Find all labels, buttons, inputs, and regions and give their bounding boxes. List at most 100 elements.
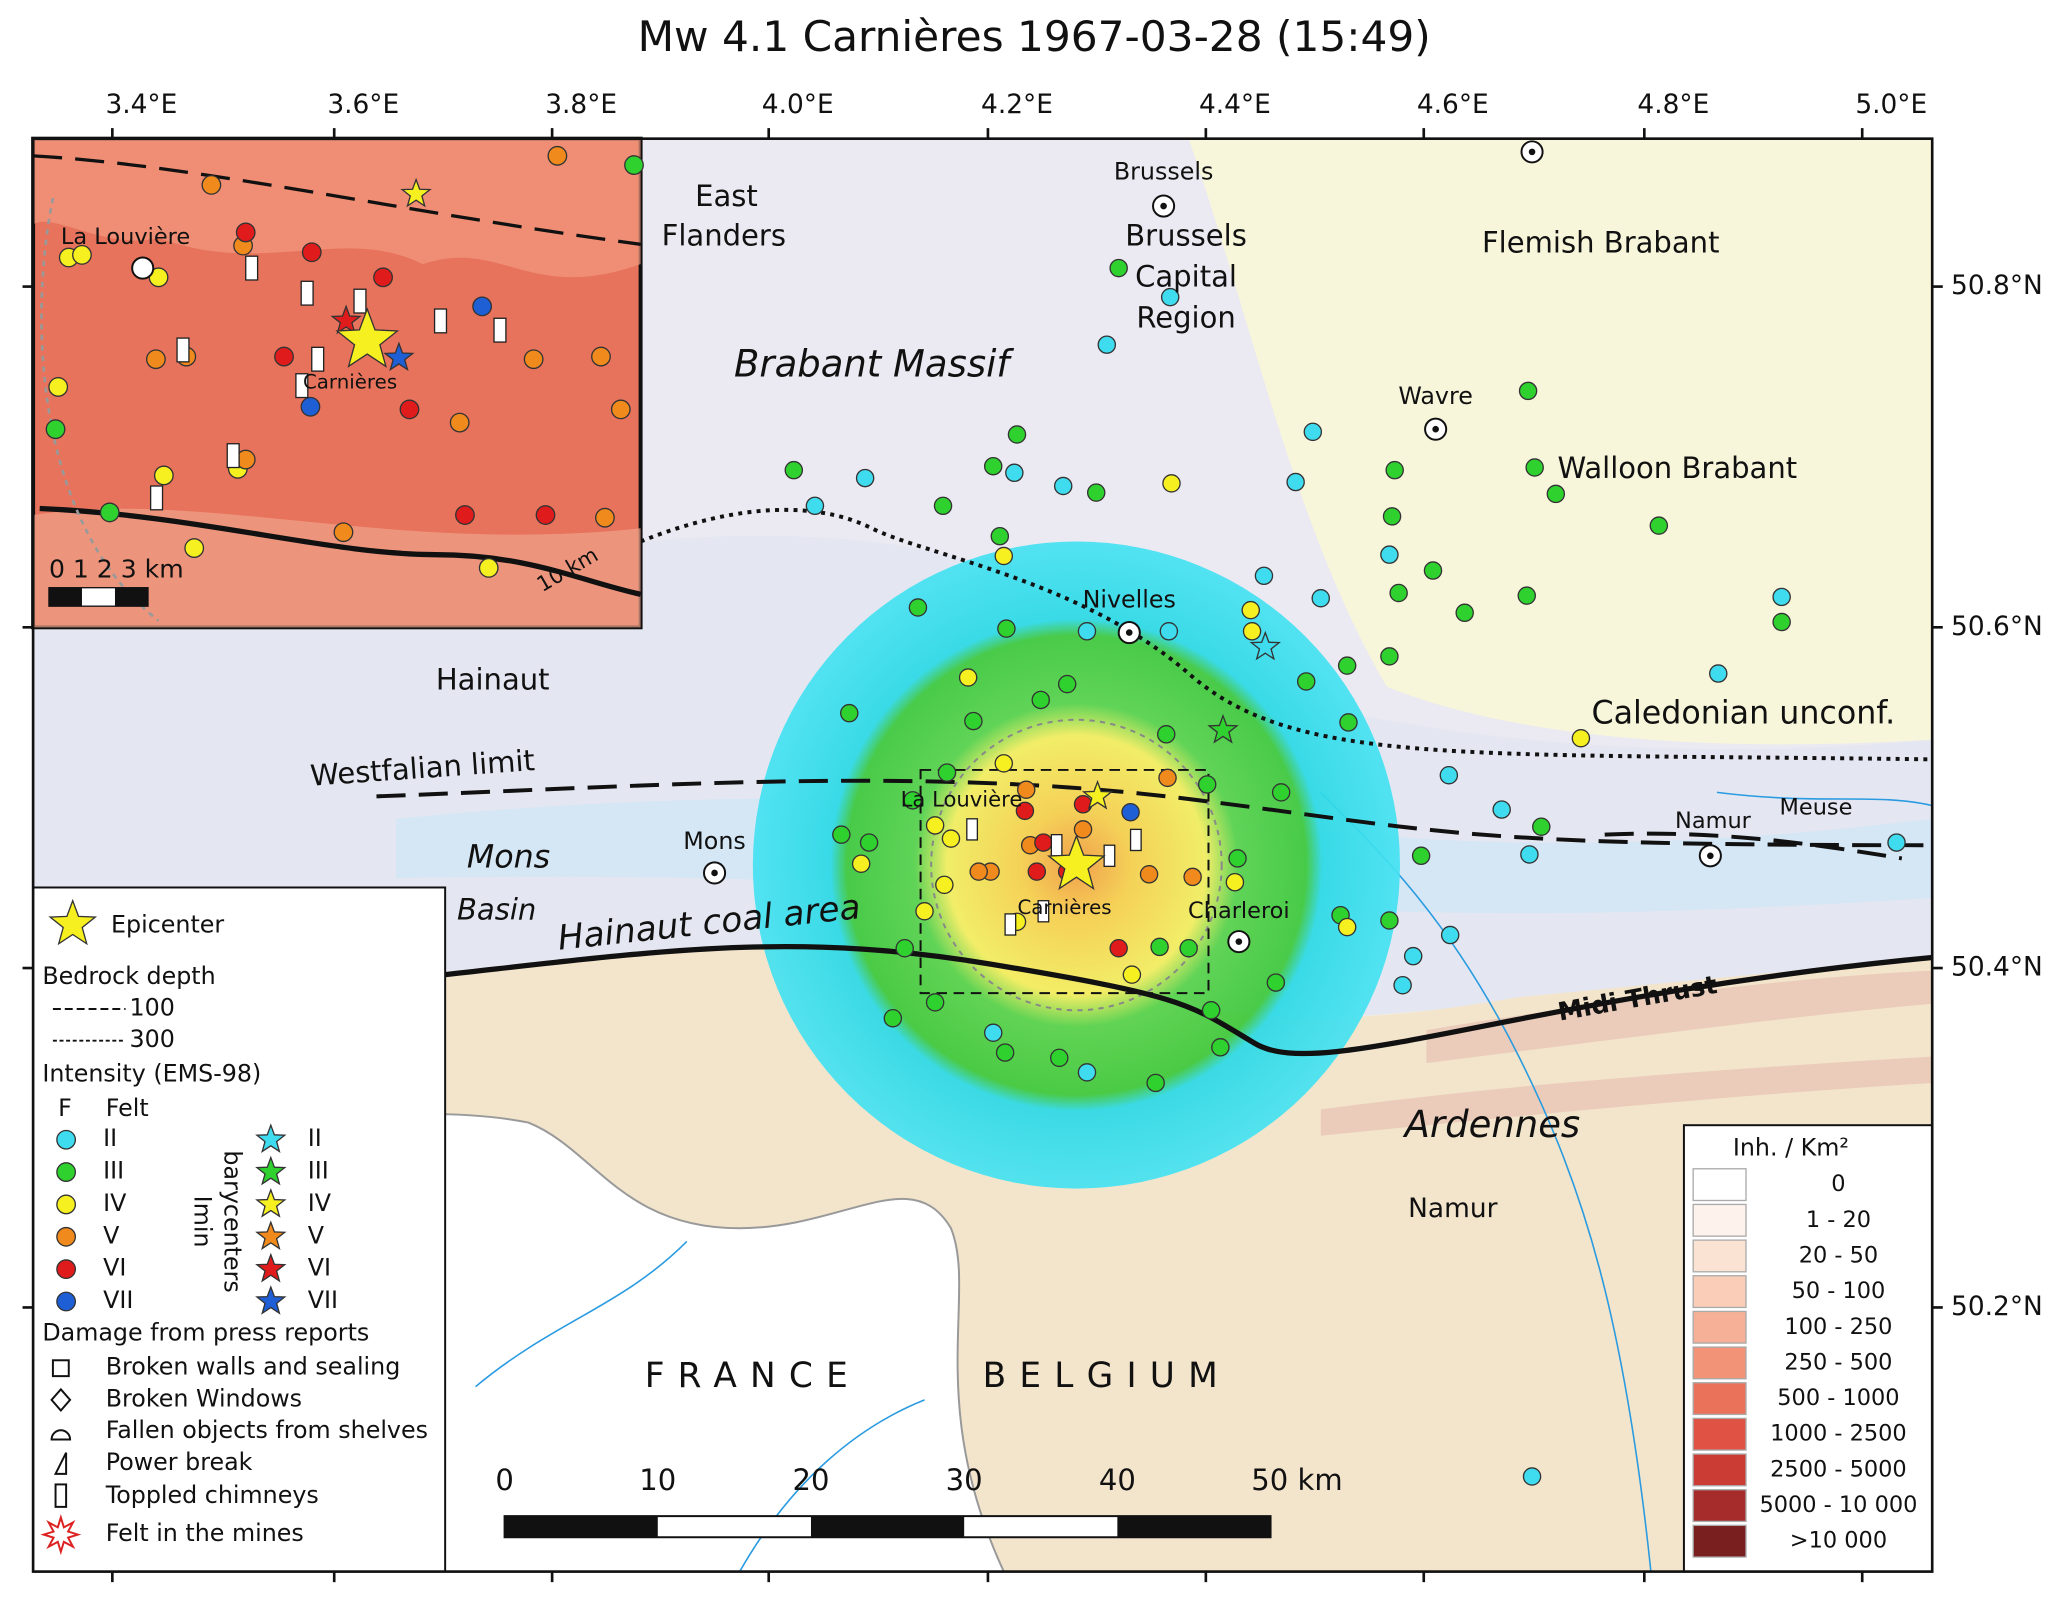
longitude-label: 3.6°E (327, 89, 399, 120)
intensity-point (1086, 483, 1106, 502)
chimney-symbol (493, 317, 507, 343)
chimney-symbol (149, 485, 164, 511)
legend-label: III (103, 1157, 124, 1185)
chimney-symbol (1004, 913, 1017, 936)
latitude-label: 50.4°N (1951, 952, 2043, 983)
density-swatch (1692, 1453, 1747, 1487)
intensity-point (1077, 1063, 1097, 1082)
geology-label: Brabant Massif (734, 342, 1014, 385)
intensity-point (994, 754, 1014, 773)
inset-point (624, 155, 644, 175)
chimney-symbol (245, 255, 259, 281)
inset-point (455, 505, 475, 525)
legend-symbol (48, 898, 98, 946)
intensity-point (1266, 973, 1286, 992)
town-symbol-dot (1125, 629, 1133, 636)
chimney-symbol (295, 373, 309, 399)
inset-point (535, 505, 556, 525)
inset-point (595, 507, 615, 528)
intensity-point (1649, 516, 1669, 535)
legend-symbol (53, 1452, 68, 1475)
intensity-point (1121, 802, 1140, 822)
country-label: BELGIUM (983, 1356, 1231, 1396)
intensity-point (1109, 258, 1128, 278)
intensity-point (859, 833, 879, 852)
intensity-point (937, 763, 957, 782)
chimney-symbol (1050, 833, 1063, 857)
legend-symbol (255, 1155, 287, 1186)
place-label: Brussels (1114, 158, 1214, 186)
inset-point (300, 396, 321, 417)
intensity-point (1887, 833, 1906, 852)
place-label: Hainaut (436, 662, 550, 696)
chimney-symbol (966, 818, 979, 841)
scale-bar-label: 50 km (1251, 1463, 1342, 1497)
density-swatch (1692, 1346, 1747, 1380)
legend-label: 5000 - 10 000 (1759, 1492, 1917, 1518)
legend-symbol (255, 1252, 287, 1283)
intensity-point (997, 619, 1016, 638)
intensity-point (1296, 672, 1316, 691)
intensity-point (1156, 725, 1176, 744)
intensity-point (1525, 458, 1544, 477)
intensity-point (1403, 946, 1423, 966)
legend-label: 500 - 1000 (1777, 1385, 1899, 1411)
scale-bar-label: 10 (639, 1463, 676, 1497)
inset-point (591, 346, 611, 367)
epicenter-star (335, 307, 400, 368)
intensity-point (1122, 965, 1142, 984)
intensity-point (1162, 474, 1181, 493)
latitude-label: 50.6°N (1951, 611, 2043, 642)
inset-point (373, 267, 393, 288)
intensity-point (990, 526, 1010, 546)
epicenter-star (1047, 834, 1106, 891)
density-swatch (1692, 1168, 1747, 1202)
intensity-points (703, 140, 1906, 1486)
intensity-point (1077, 622, 1097, 641)
legend-label: Broken Windows (106, 1384, 302, 1412)
inset-point (235, 222, 256, 243)
intensity-point (1150, 937, 1169, 957)
legend-label: 1 - 20 (1806, 1207, 1871, 1233)
intensity-point (1440, 925, 1460, 945)
inset-point (301, 242, 322, 263)
intensity-point (969, 862, 988, 881)
legend-symbol (255, 1220, 287, 1251)
place-label: Flemish Brabant (1482, 225, 1720, 259)
legend-label: Damage from press reports (42, 1318, 369, 1346)
legend-label: VI (308, 1254, 331, 1282)
chimney-symbol (1129, 828, 1142, 852)
legend-symbol (51, 1359, 70, 1378)
density-swatch (1692, 1239, 1747, 1273)
intensity-point (1518, 381, 1538, 401)
place-label: Region (1136, 301, 1235, 335)
intensity-point (1455, 603, 1474, 623)
place-label: La Louvière (901, 786, 1023, 811)
intensity-point (883, 1008, 903, 1028)
intensity-point (1532, 817, 1551, 836)
intensity-point (1311, 589, 1330, 608)
intensity-point (1201, 1001, 1221, 1020)
intensity-point (851, 854, 871, 873)
inset-point (610, 399, 631, 420)
legend-label: V (103, 1221, 120, 1249)
inset-point (472, 296, 493, 317)
legend-symbol (255, 1188, 287, 1218)
density-swatch (1692, 1310, 1747, 1344)
intensity-point (1439, 765, 1459, 785)
chimney-symbol (311, 346, 325, 372)
town-symbol (131, 256, 155, 280)
place-label: Nivelles (1083, 585, 1176, 613)
inset-point (449, 412, 470, 433)
intensity-point (1337, 917, 1357, 937)
legend-label: 250 - 500 (1784, 1349, 1892, 1375)
inset-point (146, 349, 166, 370)
intensity-point (784, 460, 804, 480)
town-symbol-dot (1528, 148, 1536, 156)
legend-symbol (255, 1123, 287, 1154)
chimney-symbol (176, 337, 190, 363)
intensity-point (1097, 335, 1117, 354)
intensity-point (1411, 846, 1431, 866)
